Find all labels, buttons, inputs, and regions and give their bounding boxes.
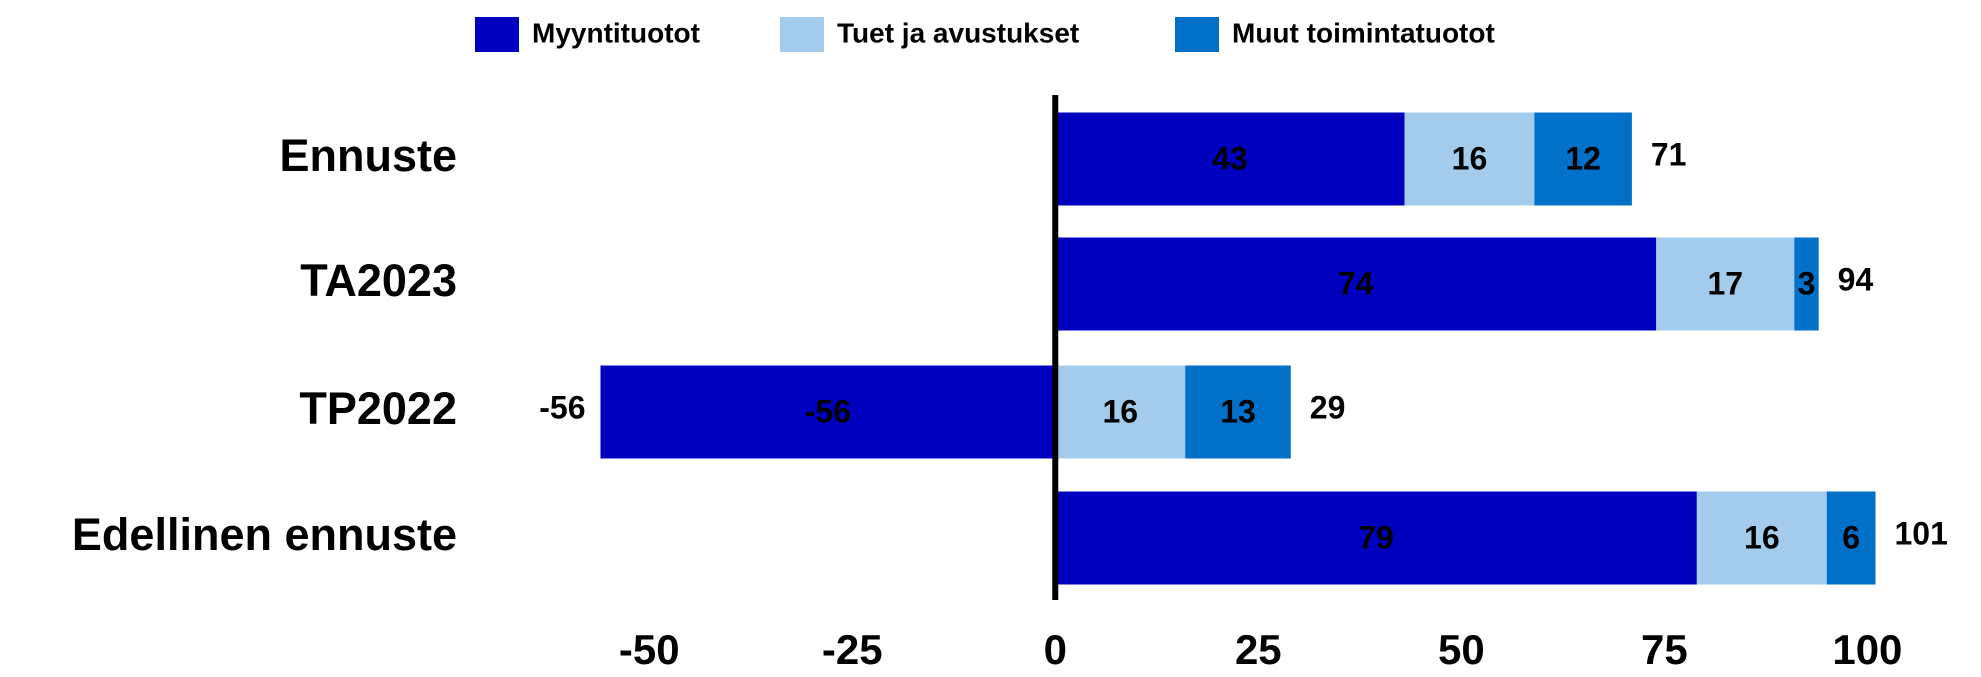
bar-segment	[1826, 491, 1876, 585]
x-tick-label: 0	[1044, 626, 1067, 673]
x-tick-label: -50	[619, 626, 680, 673]
category-label: Ennuste	[279, 130, 457, 181]
legend-swatch	[780, 17, 824, 52]
total-label: 94	[1838, 261, 1874, 297]
x-tick-label: -25	[822, 626, 883, 673]
data-label: 79	[1358, 519, 1394, 555]
data-label: 6	[1842, 519, 1860, 555]
legend-swatch	[1175, 17, 1219, 52]
total-label: 29	[1310, 389, 1346, 425]
category-label: TP2022	[299, 383, 457, 434]
legend-label: Muut toimintatuotot	[1232, 17, 1495, 48]
bar-segment	[1656, 237, 1795, 331]
legend-label: Myyntituotot	[532, 17, 700, 48]
total-label: -56	[539, 389, 585, 425]
x-tick-label: 100	[1832, 626, 1902, 673]
data-label: 3	[1798, 265, 1816, 301]
category-label: Edellinen ennuste	[72, 509, 457, 560]
x-tick-label: 50	[1438, 626, 1485, 673]
bar-segment	[1534, 112, 1632, 206]
data-label: 43	[1212, 140, 1248, 176]
data-label: 17	[1707, 265, 1743, 301]
total-label: 101	[1895, 515, 1948, 551]
data-label: 16	[1744, 519, 1780, 555]
data-label: 16	[1102, 393, 1138, 429]
data-label: 16	[1452, 140, 1488, 176]
bar-segment	[1055, 112, 1405, 206]
bar-segment	[1055, 491, 1697, 585]
data-label: 12	[1565, 140, 1601, 176]
bar-segment	[1055, 237, 1657, 331]
total-label: 71	[1651, 136, 1687, 172]
bar-segment	[1794, 237, 1819, 331]
bar-segment	[1055, 365, 1186, 459]
bar-segment	[1404, 112, 1535, 206]
bar-segment	[600, 365, 1056, 459]
x-tick-label: 25	[1235, 626, 1282, 673]
legend-label: Tuet ja avustukset	[837, 17, 1079, 48]
data-label: -56	[805, 393, 851, 429]
legend-swatch	[475, 17, 519, 52]
bar-segment	[1185, 365, 1291, 459]
category-label: TA2023	[300, 255, 457, 306]
data-label: 13	[1220, 393, 1256, 429]
bar-segment	[1696, 491, 1827, 585]
data-label: 74	[1338, 265, 1374, 301]
x-tick-label: 75	[1641, 626, 1688, 673]
